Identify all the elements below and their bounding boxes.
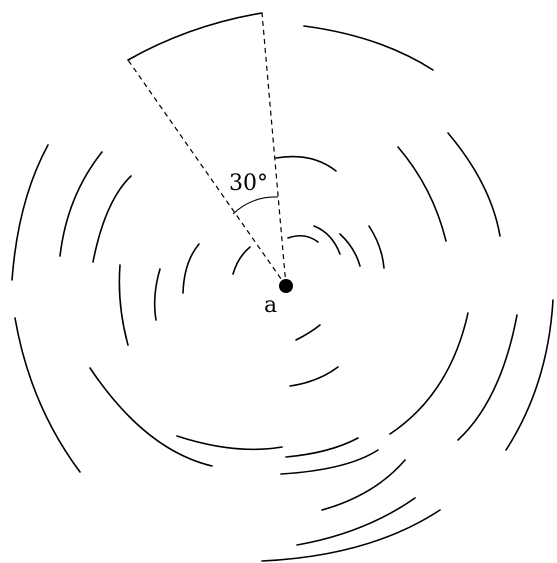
arc-segment — [285, 437, 359, 458]
arc-segment — [397, 146, 447, 242]
arc-segment — [303, 25, 434, 71]
arc-segment — [280, 449, 379, 475]
arc-segment — [232, 246, 251, 275]
angle-indicator-arc — [232, 196, 279, 215]
arc-segment — [59, 151, 103, 257]
arc-segment — [447, 132, 501, 237]
arc-segment — [261, 509, 441, 562]
arc-segment — [11, 144, 49, 281]
arc-segment — [313, 225, 341, 255]
center-point — [279, 279, 293, 293]
arc-segment — [153, 268, 161, 321]
arc-segment — [389, 312, 469, 435]
wedge-edge-right — [261, 12, 287, 287]
arc-segment — [295, 324, 321, 341]
arc-segments — [11, 25, 554, 562]
arc-segment — [457, 314, 518, 441]
arc-segment — [176, 435, 283, 451]
arc-segment — [296, 497, 416, 546]
center-label: a — [264, 293, 277, 318]
arc-segment — [118, 264, 129, 346]
arc-segment — [89, 367, 213, 467]
arc-segment — [275, 155, 337, 172]
arc-segment — [182, 243, 200, 294]
arc-segment — [339, 233, 361, 267]
arc-segment — [287, 234, 319, 243]
angle-label: 30° — [229, 171, 268, 196]
arc-segment — [289, 366, 339, 387]
wedge-edge-left — [127, 59, 287, 287]
wedge-outer-arc — [127, 12, 263, 61]
arc-segment — [14, 317, 81, 473]
arc-segment — [505, 299, 554, 451]
arc-segment — [92, 175, 132, 263]
arc-segment — [321, 459, 406, 511]
arc-segment — [368, 225, 385, 269]
